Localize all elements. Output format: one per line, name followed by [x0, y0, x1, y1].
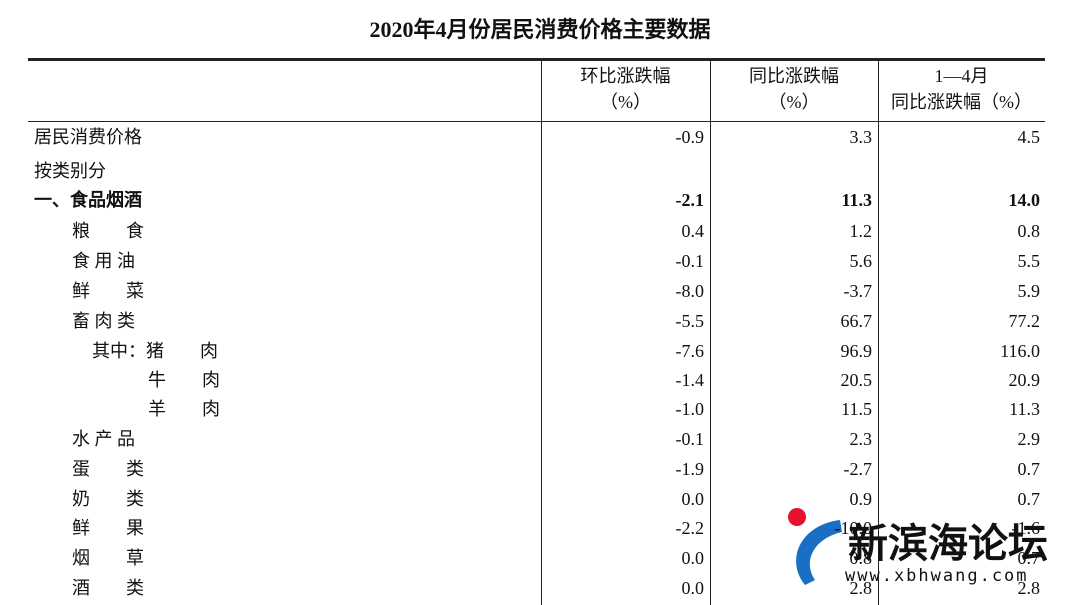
cell-value: 0.0 — [681, 489, 705, 509]
cell-value: -10.0 — [834, 518, 873, 538]
row-label: 鲜 菜 — [72, 281, 144, 301]
cell-value: 2.8 — [849, 578, 873, 598]
row-label: 粮 食 — [72, 221, 144, 241]
cell-value: 0.7 — [1017, 459, 1041, 479]
cell-value: 4.5 — [1017, 127, 1041, 147]
cell-value: -0.1 — [675, 251, 705, 271]
cell-value: 66.7 — [840, 311, 873, 331]
cell-value: 116.0 — [1000, 341, 1040, 361]
cell-value: 0.7 — [1017, 548, 1041, 568]
row-label: 其中：猪 肉 — [92, 341, 218, 361]
cell-value: 5.5 — [1017, 251, 1041, 271]
cell-value: -3.7 — [843, 281, 873, 301]
col-line — [541, 60, 542, 605]
cell-value: -2.2 — [675, 518, 705, 538]
cell-value: 2.3 — [849, 429, 873, 449]
cell-value: 96.9 — [840, 341, 873, 361]
row-label: 烟 草 — [72, 548, 144, 568]
cell-value: 2.9 — [1017, 429, 1041, 449]
cell-value: 0.0 — [681, 578, 705, 598]
cell-value: -1.4 — [675, 370, 705, 390]
cell-value: 0.4 — [681, 221, 705, 241]
column-header: 1—4月 — [934, 66, 989, 86]
col-line — [710, 60, 711, 605]
cell-value: 0.7 — [1017, 489, 1041, 509]
column-header: （%） — [768, 92, 820, 112]
header-rule — [28, 121, 1045, 122]
top-rule — [28, 58, 1045, 61]
row-label: 酒 类 — [72, 578, 144, 598]
cell-value: 20.5 — [840, 370, 873, 390]
column-header: （%） — [600, 92, 651, 112]
row-label: 鲜 果 — [72, 518, 144, 538]
cell-value: -1.0 — [675, 399, 705, 419]
cell-value: 0.9 — [849, 489, 873, 509]
cell-value: 77.2 — [1008, 311, 1041, 331]
logo-dot — [788, 508, 806, 526]
cell-value: -5.5 — [675, 311, 705, 331]
row-label: 羊 肉 — [148, 399, 220, 419]
cell-value: -1.9 — [675, 459, 705, 479]
col-line — [878, 60, 879, 605]
cell-value: 3.3 — [849, 127, 873, 147]
cell-value: -2.7 — [843, 459, 873, 479]
row-label: 奶 类 — [72, 489, 144, 509]
row-label: 畜 肉 类 — [72, 311, 135, 331]
cell-value: 11.3 — [1009, 399, 1040, 419]
logo-arc — [796, 520, 842, 585]
row-label: 按类别分 — [34, 161, 106, 181]
cell-value: 5.6 — [849, 251, 873, 271]
row-label: 水 产 品 — [72, 429, 135, 449]
cell-value: -1.6 — [1011, 518, 1041, 538]
cell-value: -7.6 — [675, 341, 705, 361]
column-header: 环比涨跌幅 — [580, 66, 671, 86]
cell-value: 1.2 — [849, 221, 873, 241]
cell-value: 0.8 — [849, 548, 873, 568]
cell-value: 14.0 — [1008, 190, 1041, 210]
cell-value: 11.5 — [841, 399, 872, 419]
cell-value: 5.9 — [1017, 281, 1041, 301]
watermark-logo — [788, 508, 842, 585]
column-header: 同比涨跌幅（%） — [891, 92, 1032, 112]
title: 2020年4月份居民消费价格主要数据 — [369, 17, 711, 42]
cell-value: -2.1 — [675, 190, 705, 210]
row-label: 食 用 油 — [72, 251, 135, 271]
cell-value: 0.0 — [681, 548, 705, 568]
cell-value: 0.8 — [1017, 221, 1041, 241]
watermark-name: 新滨海论坛 — [848, 521, 1048, 567]
cell-value: 11.3 — [841, 190, 872, 210]
cell-value: -0.1 — [675, 429, 705, 449]
row-label: 一、食品烟酒 — [34, 190, 142, 210]
cell-value: 20.9 — [1008, 370, 1041, 390]
column-header: 同比涨跌幅 — [749, 66, 839, 86]
cell-value: -0.9 — [675, 127, 705, 147]
row-label: 居民消费价格 — [34, 127, 142, 147]
row-label: 蛋 类 — [72, 459, 144, 479]
cell-value: 2.8 — [1017, 578, 1041, 598]
cell-value: -8.0 — [675, 281, 705, 301]
watermark-url: www.xbhwang.com — [845, 566, 1029, 586]
row-label: 牛 肉 — [148, 370, 220, 390]
